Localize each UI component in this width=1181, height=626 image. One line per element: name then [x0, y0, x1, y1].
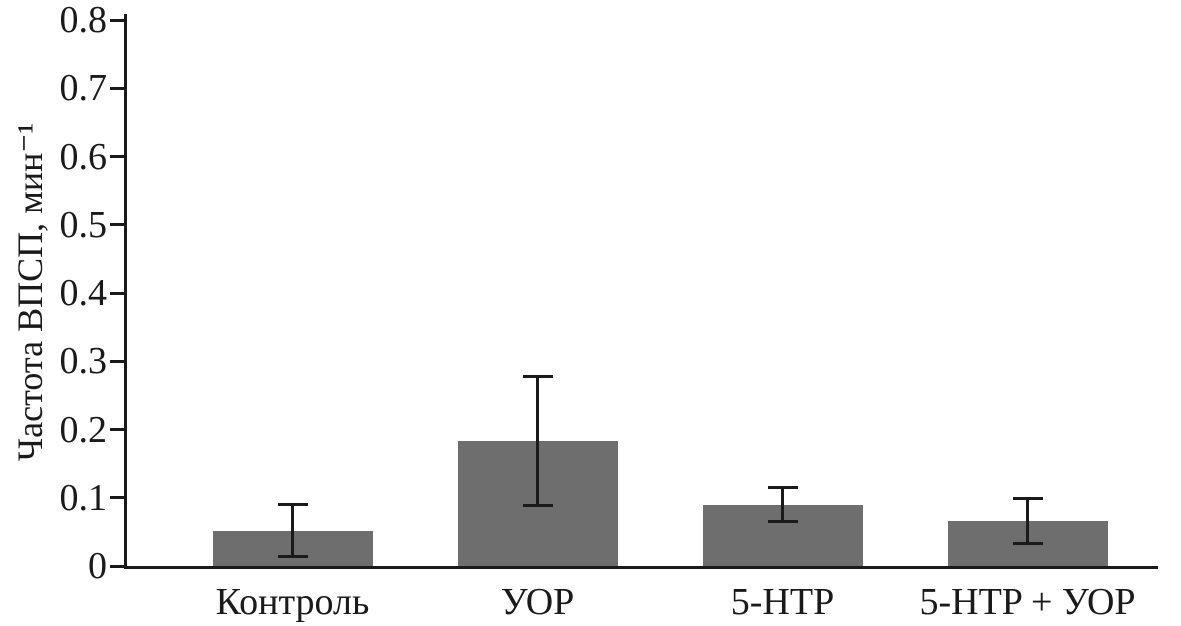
x-tick-label-3: 5-HTP — [730, 581, 835, 623]
y-tick — [110, 86, 124, 90]
error-bar-cap-top — [277, 503, 308, 507]
error-bar-line — [1026, 498, 1029, 544]
y-tick-label: 0.3 — [59, 340, 108, 383]
error-bar-cap-bottom — [522, 504, 553, 508]
y-tick-label: 0.6 — [59, 135, 108, 178]
y-tick — [110, 428, 124, 431]
y-tick-label: 0.5 — [59, 203, 108, 246]
x-tick-label-2: УОР — [500, 581, 575, 623]
y-tick-label: 0.2 — [59, 408, 108, 451]
error-bar-line — [536, 376, 539, 506]
error-bar-cap-top — [1012, 496, 1043, 500]
y-tick — [110, 291, 124, 295]
error-bar-line — [291, 504, 294, 557]
y-tick-label: 0.7 — [59, 67, 108, 110]
x-tick-label-1: Контроль — [215, 581, 370, 623]
y-tick-label: 0 — [88, 545, 107, 587]
error-bar-line — [781, 487, 784, 522]
x-axis-line — [124, 566, 1158, 569]
error-bar-cap-top — [767, 486, 798, 489]
y-tick — [110, 18, 124, 22]
y-tick — [110, 359, 124, 363]
x-tick-label-4: 5-HTP + УОР — [919, 581, 1136, 623]
y-axis-line — [124, 14, 127, 569]
y-tick — [110, 155, 124, 158]
y-tick-label: 0.1 — [59, 476, 108, 519]
error-bar-cap-bottom — [277, 554, 308, 558]
y-tick — [110, 564, 124, 568]
error-bar-cap-top — [522, 374, 553, 378]
y-tick-label: 0.8 — [59, 0, 108, 41]
y-tick — [110, 223, 124, 227]
error-bar-cap-bottom — [1012, 541, 1043, 545]
error-bar-cap-bottom — [767, 520, 798, 524]
y-tick — [110, 496, 124, 500]
y-tick-label: 0.4 — [59, 272, 108, 314]
